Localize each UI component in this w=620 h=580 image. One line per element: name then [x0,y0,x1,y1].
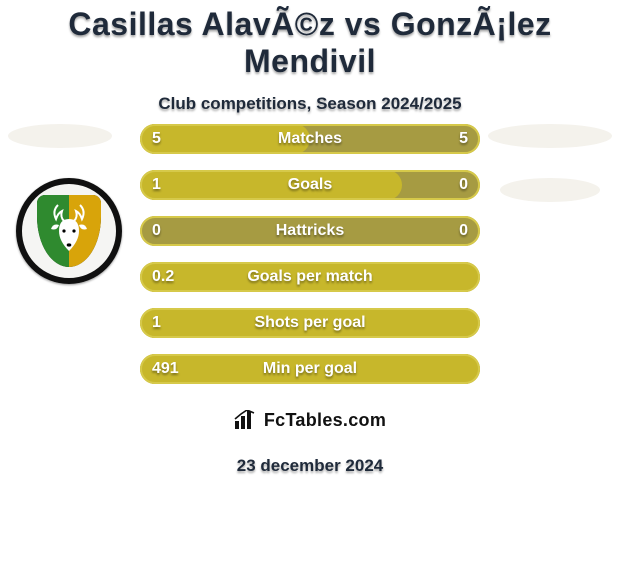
stat-row: Goals per match0.2 [140,262,480,292]
stat-row: Hattricks0 0 [140,216,480,246]
stat-value-right: 0 [459,216,468,246]
club-badge [16,178,122,284]
stat-value-right: 5 [459,124,468,154]
stat-value-left: 1 [152,308,161,338]
comparison-rows: Matches55Goals10Hattricks00Goals per mat… [140,124,480,400]
stat-label: Matches [140,124,480,154]
stat-value-left: 5 [152,124,161,154]
stat-row: Matches5 5 [140,124,480,154]
chart-icon [234,410,256,430]
stat-row: Min per goal491 [140,354,480,384]
date-text: 23 december 2024 [0,456,620,476]
decor-ellipse [8,124,112,148]
deer-icon [37,201,101,257]
decor-ellipse [488,124,612,148]
stat-value-left: 1 [152,170,161,200]
page-title: Casillas AlavÃ©z vs GonzÃ¡lez Mendivil [0,0,620,80]
stat-label: Shots per goal [140,308,480,338]
stat-value-left: 0.2 [152,262,174,292]
stat-value-right: 0 [459,170,468,200]
decor-ellipse [500,178,600,202]
stat-value-left: 0 [152,216,161,246]
stat-row: Goals1 0 [140,170,480,200]
stat-row: Shots per goal1 [140,308,480,338]
badge-ring [16,178,122,284]
stat-label: Goals per match [140,262,480,292]
badge-shield [37,195,101,267]
subtitle: Club competitions, Season 2024/2025 [0,94,620,114]
brand-box: FcTables.com [207,394,413,446]
stat-label: Goals [140,170,480,200]
stat-label: Hattricks [140,216,480,246]
page-root: Casillas AlavÃ©z vs GonzÃ¡lez Mendivil C… [0,0,620,580]
brand-text: FcTables.com [264,410,386,431]
stat-value-left: 491 [152,354,179,384]
stat-label: Min per goal [140,354,480,384]
